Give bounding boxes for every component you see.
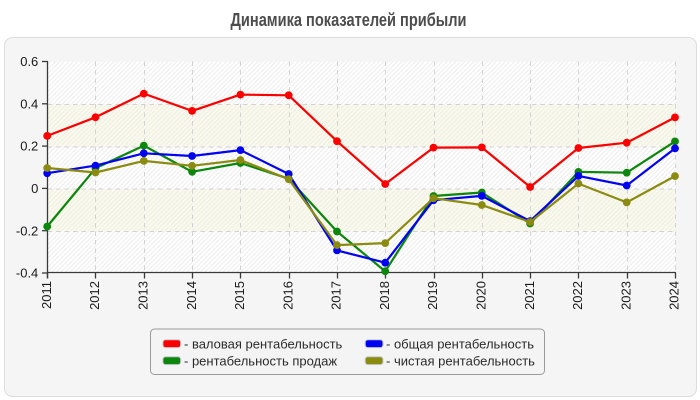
svg-text:2012: 2012: [87, 281, 102, 310]
svg-text:0.4: 0.4: [20, 96, 38, 111]
svg-text:2014: 2014: [184, 281, 199, 310]
svg-text:2021: 2021: [522, 281, 537, 310]
svg-text:- общая рентабельность: - общая рентабельность: [386, 336, 534, 351]
svg-text:2020: 2020: [474, 281, 489, 310]
svg-text:2022: 2022: [570, 281, 585, 310]
svg-text:2024: 2024: [667, 281, 682, 310]
svg-text:- чистая рентабельность: - чистая рентабельность: [386, 353, 535, 368]
svg-text:2016: 2016: [280, 281, 295, 310]
svg-text:- рентабельность продаж: - рентабельность продаж: [184, 353, 337, 368]
svg-text:0.6: 0.6: [20, 54, 38, 69]
svg-text:0: 0: [31, 181, 38, 196]
svg-text:2017: 2017: [329, 281, 344, 310]
svg-text:0.2: 0.2: [20, 139, 38, 154]
svg-text:- валовая рентабельность: - валовая рентабельность: [184, 336, 343, 351]
svg-text:2019: 2019: [425, 281, 440, 310]
svg-text:2018: 2018: [377, 281, 392, 310]
svg-text:2013: 2013: [136, 281, 151, 310]
svg-text:2011: 2011: [39, 281, 54, 309]
svg-text:2015: 2015: [232, 281, 247, 310]
svg-text:Динамика показателей прибыли: Динамика показателей прибыли: [231, 10, 467, 30]
svg-text:-0.4: -0.4: [16, 266, 38, 281]
svg-text:2023: 2023: [618, 281, 633, 310]
svg-text:-0.2: -0.2: [16, 223, 38, 238]
